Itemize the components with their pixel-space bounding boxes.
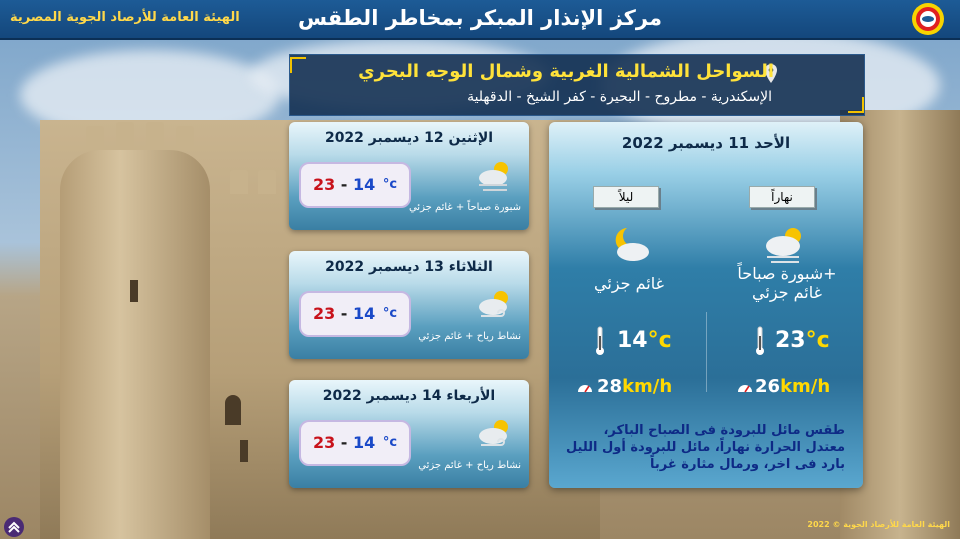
fog-partly-cloudy-icon xyxy=(766,228,801,263)
scroll-up-button[interactable] xyxy=(4,517,24,537)
low-temp: 14 xyxy=(353,433,376,452)
header-bar: الهيئة العامة للأرصاد الجوية المصرية مرك… xyxy=(0,0,960,40)
day-temp-value: 23 xyxy=(775,328,806,353)
summary-line: معتدل الحرارة نهاراً، مائل للبرودة أول ا… xyxy=(565,440,845,455)
night-label: ليلاً xyxy=(593,186,659,208)
page-title: مركز الإنذار المبكر بمخاطر الطقس xyxy=(298,6,662,30)
fog-partly-cloudy-icon xyxy=(479,162,508,191)
night-condition: غائم جزئي xyxy=(594,274,664,293)
forecast-card-monday: الإثنين 12 ديسمبر 2022 23 - 14 °c شبورة … xyxy=(289,122,529,230)
weather-summary: طقس مائل للبرودة فى الصباح الباكر، معتدل… xyxy=(555,422,845,473)
day-temp-unit: °c xyxy=(805,328,830,353)
forecast-date: الثلاثاء 13 ديسمبر 2022 xyxy=(325,259,493,275)
forecast-date: الأربعاء 14 ديسمبر 2022 xyxy=(322,388,496,404)
night-temp-value: 14 xyxy=(617,328,648,353)
region-name: السواحل الشمالية الغربية وشمال الوجه الب… xyxy=(358,61,774,82)
high-temp: 23 xyxy=(312,304,336,323)
egyptian-meteorological-authority-logo xyxy=(912,3,944,35)
forecast-date: الإثنين 12 ديسمبر 2022 xyxy=(324,130,494,146)
region-header: السواحل الشمالية الغربية وشمال الوجه الب… xyxy=(289,54,865,116)
high-temp: 23 xyxy=(312,433,336,452)
forecast-description: شبورة صباحاً + غائم جزئي xyxy=(408,202,521,213)
low-temp: 14 xyxy=(353,304,376,323)
night-wind-unit: km/h xyxy=(622,376,673,397)
forecast-card-wednesday: الأربعاء 14 ديسمبر 2022 23 - 14 °c نشاط … xyxy=(289,380,529,488)
wind-gauge-icon xyxy=(578,385,592,393)
region-cities: الإسكندرية - مطروح - البحيرة - كفر الشيخ… xyxy=(467,89,772,105)
day-wind-value: 26 xyxy=(755,376,781,397)
high-temp: 23 xyxy=(312,175,336,194)
night-temperature: 14°c xyxy=(617,328,672,353)
today-date: الأحد 11 ديسمبر 2022 xyxy=(621,134,791,152)
forecast-card-tuesday: الثلاثاء 13 ديسمبر 2022 23 - 14 °c نشاط … xyxy=(289,251,529,359)
forecast-description: نشاط رياح + غائم جزئي xyxy=(418,460,521,471)
day-label: نهاراً xyxy=(749,186,815,208)
temp-unit: °c xyxy=(382,177,398,192)
moon-cloud-icon xyxy=(615,228,649,261)
night-wind-value: 28 xyxy=(597,376,623,397)
day-condition-line2: غائم جزئي xyxy=(752,283,822,302)
organization-name: الهيئة العامة للأرصاد الجوية المصرية xyxy=(10,10,240,25)
temperature-range: 23 - 14 °c xyxy=(299,162,411,208)
day-wind: 26km/h xyxy=(755,376,830,397)
summary-line: بارد فى اخر، ورمال مثارة غرباً xyxy=(650,457,845,472)
summary-line: طقس مائل للبرودة فى الصباح الباكر، xyxy=(603,423,845,438)
wind-partly-cloudy-icon xyxy=(479,420,508,446)
thermometer-icon xyxy=(596,326,604,355)
temperature-range: 23 - 14 °c xyxy=(299,420,411,466)
divider xyxy=(706,312,707,392)
chevron-up-icon xyxy=(8,521,20,533)
temp-unit: °c xyxy=(382,435,398,450)
night-wind: 28km/h xyxy=(597,376,672,397)
temp-unit: °c xyxy=(382,306,398,321)
location-pin-icon xyxy=(765,64,777,83)
temperature-range: 23 - 14 °c xyxy=(299,291,411,337)
day-condition: شبورة صباحاً+ غائم جزئي xyxy=(727,264,847,302)
day-temperature: 23°c xyxy=(775,328,830,353)
footer-copyright: الهيئة العامة للأرصاد الجوية © 2022 xyxy=(807,520,950,529)
wind-partly-cloudy-icon xyxy=(479,291,508,317)
forecast-description: نشاط رياح + غائم جزئي xyxy=(418,331,521,342)
day-condition-line1: شبورة صباحاً+ xyxy=(737,264,837,283)
night-temp-unit: °c xyxy=(647,328,672,353)
low-temp: 14 xyxy=(353,175,376,194)
wind-gauge-icon xyxy=(738,385,752,393)
today-card: الأحد 11 ديسمبر 2022 ليلاً نهاراً غائم ج… xyxy=(549,122,863,488)
day-wind-unit: km/h xyxy=(780,376,831,397)
thermometer-icon xyxy=(756,326,764,355)
